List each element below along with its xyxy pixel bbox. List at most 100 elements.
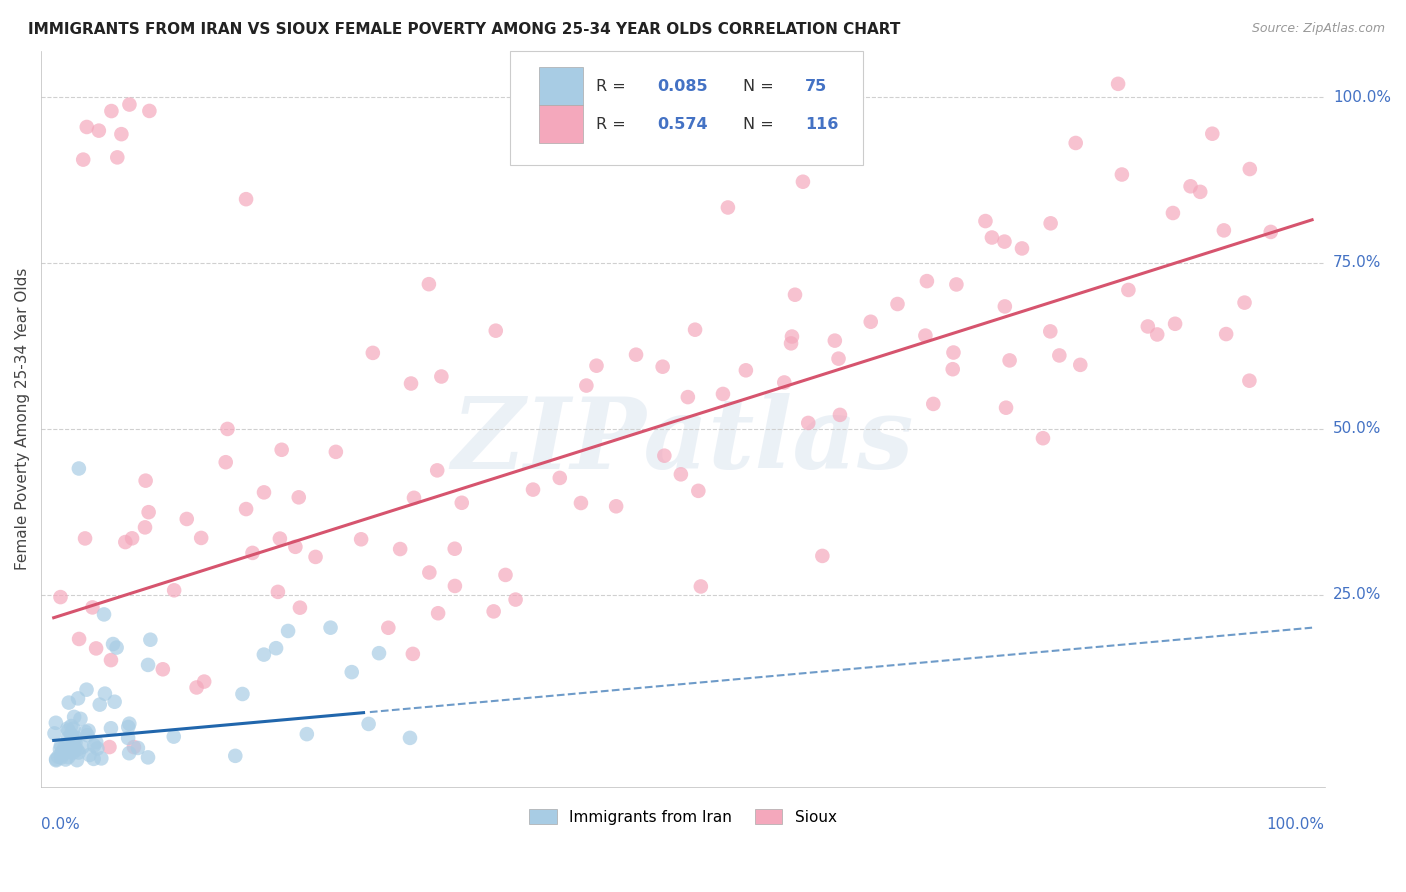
Point: [82, 600, 104, 615]
Text: 50.0%: 50.0%: [1333, 421, 1381, 436]
Point: [368, 646, 391, 660]
Point: [51, 745, 73, 759]
Point: [55, 752, 77, 766]
Text: 100.0%: 100.0%: [1267, 817, 1324, 832]
Point: [59, 742, 82, 756]
Text: N =: N =: [744, 78, 779, 94]
Point: [89, 698, 111, 712]
Point: [361, 346, 384, 360]
Point: [377, 621, 399, 635]
Point: [264, 641, 287, 656]
Text: ZIPatlas: ZIPatlas: [451, 392, 914, 489]
Point: [389, 542, 412, 557]
Point: [828, 408, 851, 422]
Point: [139, 632, 162, 647]
Text: 25.0%: 25.0%: [1333, 587, 1381, 602]
Point: [792, 175, 814, 189]
Point: [136, 750, 159, 764]
Point: [52, 746, 75, 760]
Point: [569, 496, 592, 510]
Point: [1189, 185, 1212, 199]
Point: [399, 376, 422, 391]
Point: [450, 496, 472, 510]
Point: [44, 726, 66, 740]
Point: [67, 632, 90, 646]
Point: [1239, 161, 1261, 176]
Point: [402, 491, 425, 505]
Point: [52, 747, 75, 761]
Point: [127, 741, 149, 756]
Point: [1201, 127, 1223, 141]
Point: [585, 359, 607, 373]
Point: [399, 731, 422, 745]
Point: [942, 345, 965, 359]
Point: [824, 334, 846, 348]
Point: [83, 739, 105, 753]
Point: [1260, 225, 1282, 239]
Point: [1064, 136, 1087, 150]
Point: [267, 585, 290, 599]
Point: [69, 712, 91, 726]
Point: [711, 387, 734, 401]
Point: [79, 747, 101, 762]
Point: [49, 590, 72, 604]
Point: [1069, 358, 1091, 372]
Point: [669, 467, 692, 482]
Text: 0.0%: 0.0%: [41, 817, 80, 832]
Point: [138, 505, 160, 519]
Point: [1136, 319, 1159, 334]
Point: [59, 727, 82, 741]
Point: [522, 483, 544, 497]
Point: [253, 648, 276, 662]
Point: [1233, 295, 1256, 310]
Point: [1212, 223, 1234, 237]
Point: [942, 362, 965, 376]
Point: [58, 750, 80, 764]
Point: [63, 741, 86, 756]
Point: [118, 97, 141, 112]
Point: [485, 324, 508, 338]
Point: [974, 214, 997, 228]
Point: [418, 566, 440, 580]
Point: [482, 604, 505, 618]
Point: [797, 416, 820, 430]
Point: [45, 715, 67, 730]
Point: [56, 722, 79, 736]
Text: 75: 75: [804, 78, 827, 94]
Point: [783, 287, 806, 301]
Point: [269, 532, 291, 546]
Point: [605, 500, 627, 514]
Point: [1239, 374, 1261, 388]
Point: [215, 455, 238, 469]
Point: [163, 730, 186, 744]
Point: [118, 746, 141, 760]
Point: [1111, 168, 1133, 182]
Point: [138, 103, 160, 118]
Point: [270, 442, 292, 457]
Point: [505, 592, 527, 607]
Point: [163, 583, 186, 598]
Point: [811, 549, 834, 563]
Point: [575, 378, 598, 392]
Point: [325, 445, 347, 459]
Point: [84, 735, 107, 749]
Text: N =: N =: [744, 117, 779, 132]
Point: [624, 348, 647, 362]
Point: [76, 728, 98, 742]
Point: [110, 127, 132, 141]
Point: [217, 422, 239, 436]
Point: [418, 277, 440, 292]
Point: [134, 520, 156, 534]
Point: [77, 723, 100, 738]
Point: [780, 329, 803, 343]
Point: [100, 653, 122, 667]
Point: [430, 369, 453, 384]
Point: [827, 351, 849, 366]
Point: [62, 722, 84, 736]
Point: [1215, 326, 1237, 341]
Point: [135, 474, 157, 488]
Text: IMMIGRANTS FROM IRAN VS SIOUX FEMALE POVERTY AMONG 25-34 YEAR OLDS CORRELATION C: IMMIGRANTS FROM IRAN VS SIOUX FEMALE POV…: [28, 22, 900, 37]
Point: [288, 600, 311, 615]
Point: [427, 606, 450, 620]
Point: [287, 491, 309, 505]
